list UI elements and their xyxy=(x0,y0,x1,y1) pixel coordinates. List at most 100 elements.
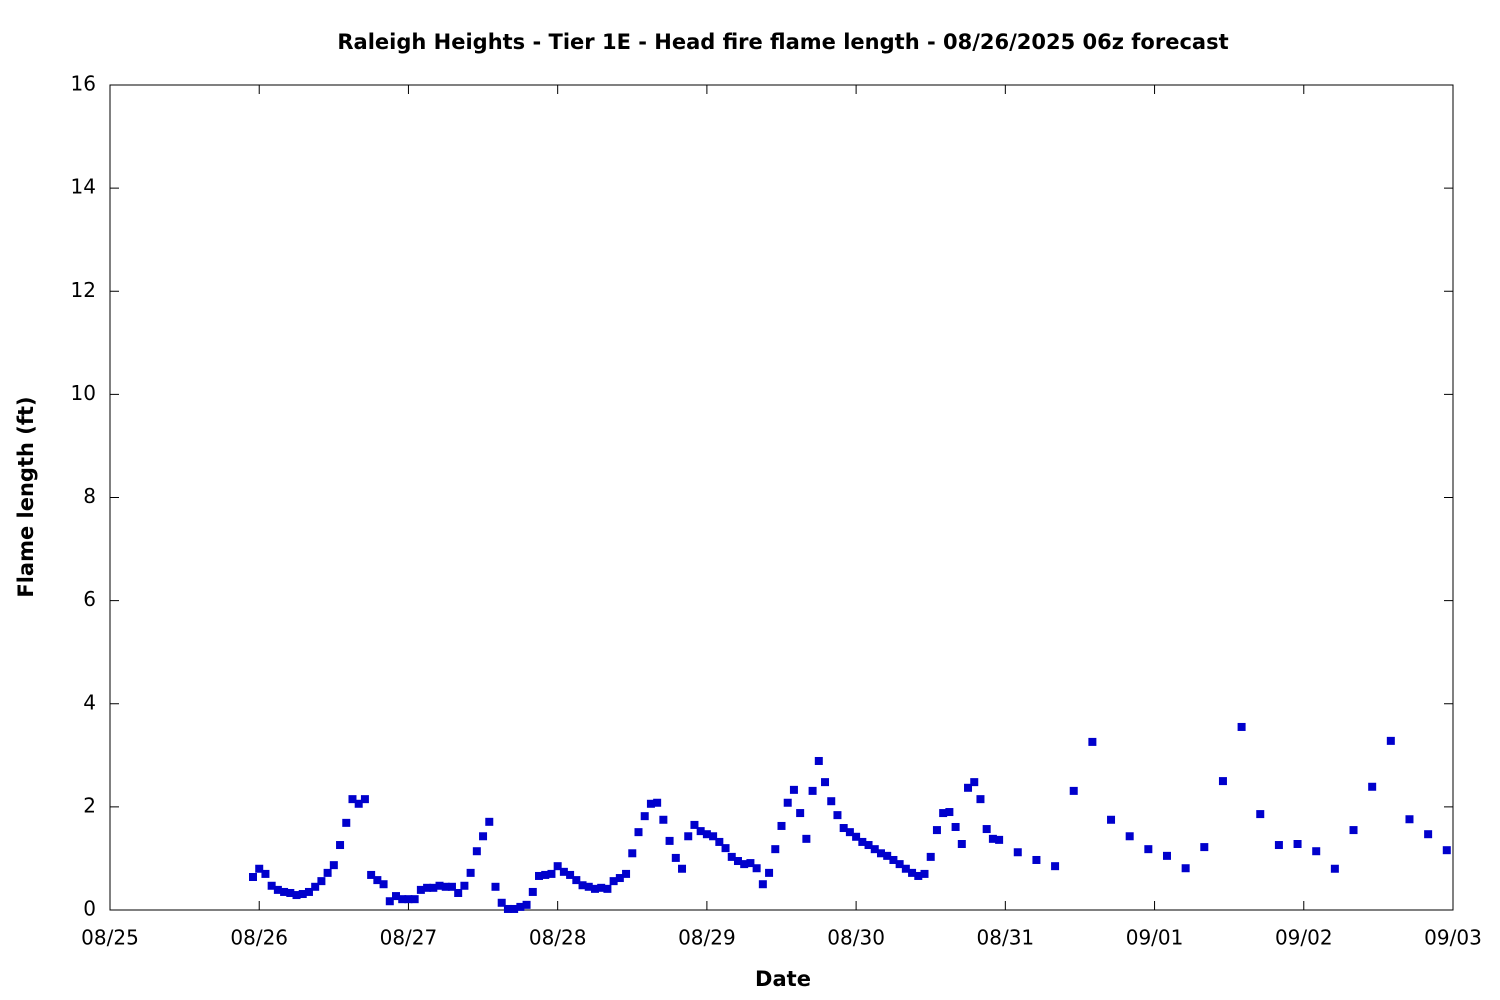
point xyxy=(1088,737,1097,746)
point xyxy=(808,786,817,795)
point xyxy=(752,864,761,873)
point xyxy=(466,868,475,877)
point xyxy=(1368,782,1377,791)
point xyxy=(653,798,662,807)
point xyxy=(671,853,680,862)
point xyxy=(995,835,1004,844)
point xyxy=(696,827,705,836)
point xyxy=(1312,847,1321,856)
point xyxy=(796,809,805,818)
point xyxy=(286,888,295,897)
point xyxy=(255,864,264,873)
x-tick-label: 09/03 xyxy=(1424,926,1482,950)
point xyxy=(435,881,444,890)
point xyxy=(964,783,973,792)
y-tick-label: 10 xyxy=(71,381,96,405)
point xyxy=(360,795,369,804)
point xyxy=(715,837,724,846)
point xyxy=(597,883,606,892)
point xyxy=(416,885,425,894)
point xyxy=(1293,840,1302,848)
point xyxy=(280,887,289,896)
point xyxy=(1274,841,1283,850)
point xyxy=(584,882,593,891)
point xyxy=(858,837,867,846)
point xyxy=(982,825,991,834)
point xyxy=(889,855,898,864)
point xyxy=(385,897,394,906)
point xyxy=(876,849,885,858)
point xyxy=(317,877,326,886)
point xyxy=(976,795,985,804)
point xyxy=(945,808,954,817)
point xyxy=(1256,810,1265,819)
point xyxy=(684,832,693,841)
point xyxy=(957,840,966,848)
point xyxy=(634,828,643,837)
point xyxy=(1051,862,1060,871)
point xyxy=(323,868,332,877)
point xyxy=(883,851,892,860)
point xyxy=(404,895,413,904)
point xyxy=(939,809,948,818)
point xyxy=(733,857,742,866)
point xyxy=(429,883,438,892)
point xyxy=(1107,815,1116,824)
point xyxy=(932,826,941,835)
point xyxy=(640,812,649,821)
point xyxy=(771,845,780,854)
point xyxy=(1218,777,1227,786)
x-axis-label: Date xyxy=(755,967,811,991)
x-tick-label: 08/29 xyxy=(678,926,736,950)
point xyxy=(304,887,313,896)
point xyxy=(814,756,823,765)
point xyxy=(789,785,798,794)
point xyxy=(690,820,699,829)
y-tick-label: 12 xyxy=(71,278,96,302)
point xyxy=(423,883,432,892)
point xyxy=(914,871,923,880)
point xyxy=(746,859,755,868)
point xyxy=(572,876,581,885)
y-tick-label: 4 xyxy=(83,690,96,714)
point xyxy=(1032,855,1041,864)
point xyxy=(702,830,711,839)
point xyxy=(273,885,282,894)
point xyxy=(1069,786,1078,795)
point xyxy=(342,818,351,827)
point xyxy=(821,778,830,787)
point xyxy=(553,862,562,871)
point xyxy=(777,821,786,830)
point xyxy=(398,895,407,904)
point xyxy=(292,891,301,900)
point xyxy=(609,877,618,886)
point xyxy=(1200,843,1209,852)
point xyxy=(628,849,637,858)
point xyxy=(1162,851,1171,860)
point xyxy=(1349,826,1358,835)
point xyxy=(249,873,258,881)
point xyxy=(852,832,861,841)
point xyxy=(373,876,382,885)
point xyxy=(603,884,612,893)
point xyxy=(528,887,537,896)
point xyxy=(336,841,345,850)
point xyxy=(1237,722,1246,731)
point xyxy=(833,811,842,820)
point xyxy=(709,832,718,841)
point xyxy=(988,834,997,843)
point xyxy=(311,882,320,891)
point xyxy=(460,881,469,890)
x-tick-label: 08/26 xyxy=(230,926,288,950)
point xyxy=(479,832,488,841)
plot-frame xyxy=(109,84,1454,911)
point xyxy=(348,795,357,804)
point xyxy=(559,867,568,876)
x-tick-label: 08/28 xyxy=(529,926,587,950)
point xyxy=(367,870,376,879)
point xyxy=(678,864,687,873)
x-tick-label: 08/27 xyxy=(380,926,438,950)
point xyxy=(839,824,848,833)
point xyxy=(454,888,463,897)
